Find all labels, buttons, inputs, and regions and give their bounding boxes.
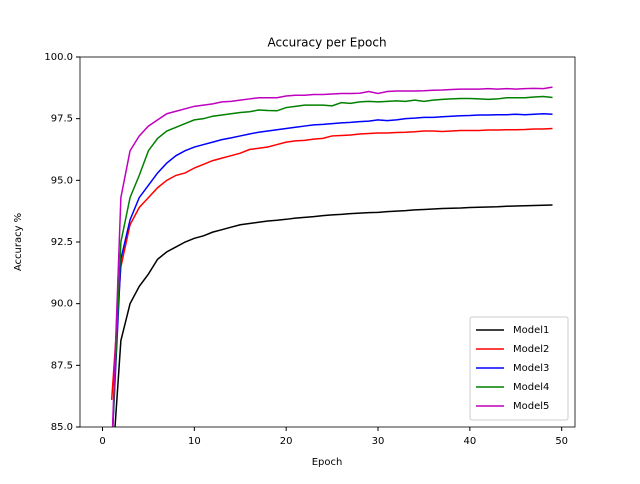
y-tick-label: 90.0	[51, 299, 73, 310]
plot-lines	[110, 86, 553, 427]
series-line	[112, 112, 553, 427]
legend-label: Model5	[513, 401, 549, 412]
y-tick-label: 85.0	[51, 422, 73, 433]
y-tick-label: 92.5	[51, 237, 73, 248]
x-tick-label: 0	[99, 436, 105, 447]
legend-box	[469, 316, 569, 421]
series-line	[110, 127, 553, 400]
y-axis-label: Accuracy %	[13, 213, 24, 271]
x-tick-label: 30	[372, 436, 385, 447]
legend-label: Model3	[513, 363, 549, 374]
chart-title: Accuracy per Epoch	[267, 36, 386, 50]
legend-label: Model2	[513, 344, 549, 355]
legend-label: Model1	[513, 325, 549, 336]
y-tick-label: 97.5	[51, 114, 73, 125]
axes-frame	[79, 56, 576, 428]
series-line	[111, 86, 553, 427]
y-tick-label: 100.0	[44, 52, 73, 63]
series-line	[112, 95, 553, 427]
series-line	[114, 204, 553, 427]
legend-label: Model4	[513, 382, 549, 393]
x-tick-label: 20	[280, 436, 293, 447]
x-axis-label: Epoch	[312, 457, 343, 468]
x-tick-label: 40	[463, 436, 476, 447]
y-tick-label: 87.5	[51, 360, 73, 371]
y-tick-label: 95.0	[51, 175, 73, 186]
x-tick-label: 50	[555, 436, 568, 447]
x-tick-label: 10	[188, 436, 201, 447]
